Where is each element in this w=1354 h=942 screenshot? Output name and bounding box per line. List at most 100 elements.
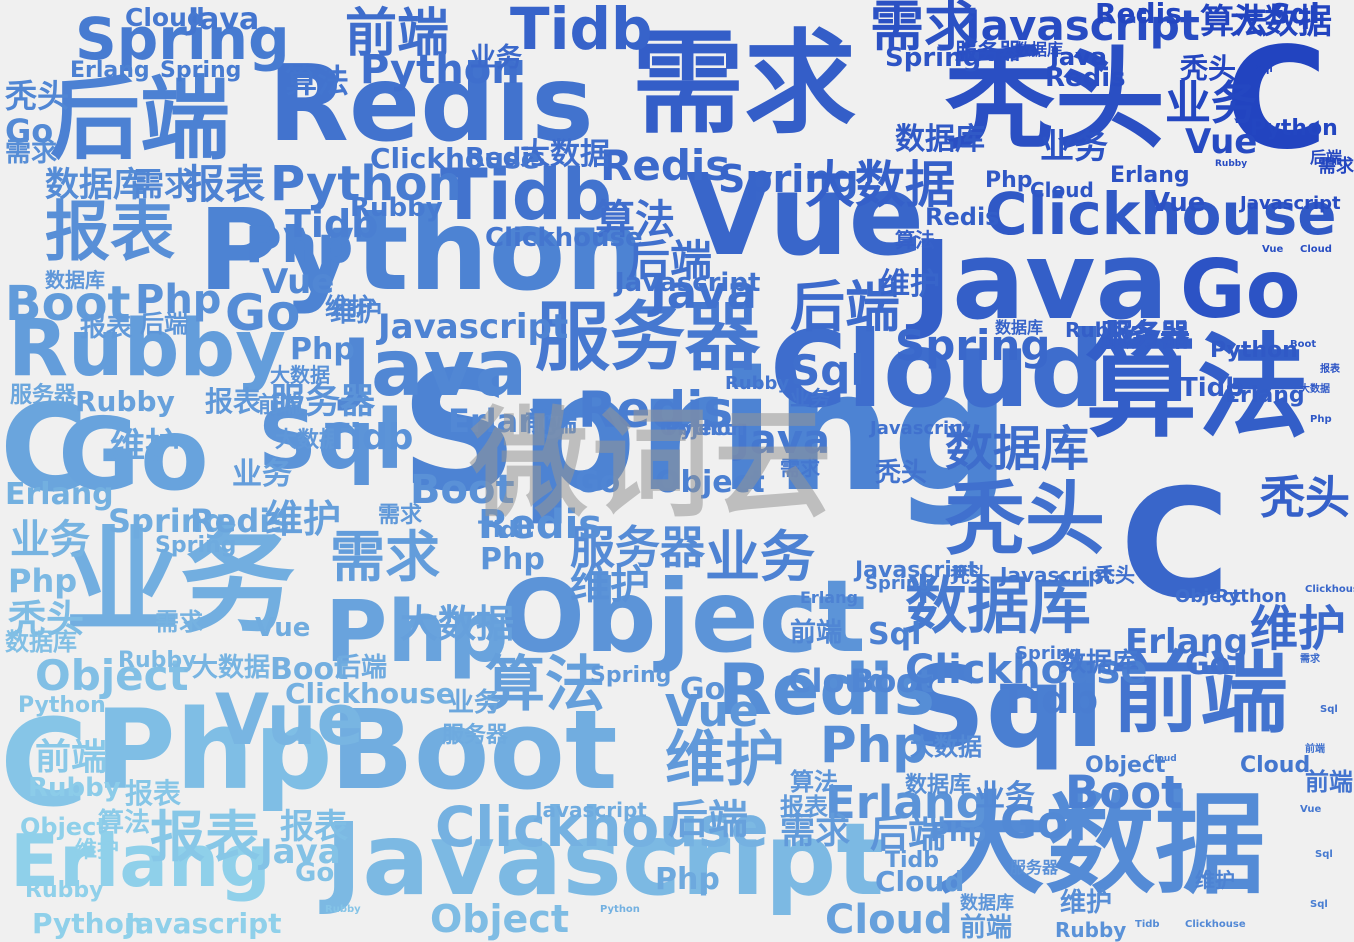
cloud-word: 业务 [705, 525, 816, 589]
cloud-word: Rubby [1065, 318, 1137, 342]
cloud-word: 大数据 [935, 781, 1265, 909]
cloud-word: Php [1310, 414, 1332, 425]
cloud-word: Vue [255, 613, 311, 643]
cloud-word: Python [665, 416, 745, 440]
cloud-word: 大数据 [270, 363, 330, 387]
cloud-word: Cloud [1300, 244, 1332, 255]
cloud-word: Object [655, 465, 765, 500]
cloud-word: 前端 [1112, 642, 1289, 745]
cloud-word: Vue [1185, 122, 1258, 162]
cloud-word: 算法 [98, 808, 151, 838]
cloud-word: Python [600, 904, 640, 915]
cloud-word: Clickhouse [285, 677, 455, 710]
cloud-word: 算法 [285, 62, 350, 100]
cloud-word: 维护 [880, 267, 940, 302]
cloud-word: Php [95, 686, 333, 814]
cloud-word: 需求 [378, 503, 423, 528]
cloud-word: Erlang [5, 477, 114, 512]
cloud-word: Python [18, 693, 106, 718]
cloud-word: 业务 [65, 515, 296, 649]
cloud-word: 业务 [232, 457, 292, 492]
cloud-word: Go [1185, 647, 1231, 682]
cloud-word: 前端 [35, 737, 108, 778]
cloud-word: 报表 [780, 793, 828, 821]
cloud-word: 大数据 [1300, 384, 1330, 395]
cloud-word: Python [1215, 586, 1287, 607]
cloud-word: Spring [155, 533, 237, 558]
cloud-word: Sql [1270, 0, 1320, 30]
cloud-word: 报表 [280, 807, 348, 847]
cloud-word: 维护 [265, 497, 342, 541]
cloud-word: Boot [270, 652, 349, 687]
cloud-word: 后端 [628, 236, 713, 285]
cloud-word: Spring [400, 336, 1011, 528]
cloud-word: Sql [868, 617, 922, 652]
cloud-word: 业务 [975, 779, 1035, 814]
cloud-word: Vue [1262, 244, 1284, 255]
cloud-word: Redis [1045, 63, 1126, 93]
cloud-word: 秃头 [1180, 52, 1237, 85]
cloud-word: Cloud [788, 662, 891, 700]
cloud-word: 数据库 [995, 318, 1044, 337]
cloud-word: 报表 [150, 805, 261, 869]
cloud-word: Php [820, 716, 929, 774]
cloud-word: Rubby [28, 773, 121, 803]
cloud-word: Tidb [1000, 677, 1099, 723]
cloud-word: Go [5, 112, 54, 150]
cloud-word: Go [575, 465, 621, 500]
cloud-word: Clickhouse [985, 180, 1337, 248]
cloud-word: 业务 [790, 386, 830, 410]
cloud-word: Tidb [885, 848, 940, 873]
cloud-word: Go [58, 396, 209, 513]
cloud-word: Boot [1065, 766, 1183, 819]
cloud-word: Sql [258, 393, 404, 488]
cloud-word: Redis [190, 502, 290, 540]
cloud-word: 后端 [1310, 148, 1343, 167]
cloud-word: 维护 [110, 427, 181, 467]
cloud-word: 数据库 [45, 165, 147, 205]
cloud-word: Clickhouse [1185, 919, 1246, 930]
cloud-word: 数据库 [905, 773, 972, 798]
cloud-word: Vue [1150, 188, 1206, 218]
cloud-word: Cloud [825, 897, 953, 942]
cloud-word: Java [188, 2, 260, 37]
cloud-word: 大数据 [520, 137, 610, 172]
cloud-word: Sql [790, 346, 865, 395]
cloud-word: Javascript [965, 1, 1200, 50]
cloud-word: Java [650, 266, 757, 319]
cloud-word: 后端 [50, 67, 230, 172]
cloud-word: 数据库 [895, 122, 985, 157]
cloud-word: Cloud [1030, 178, 1094, 202]
cloud-word: 业务 [470, 43, 523, 73]
cloud-word: Object [500, 558, 866, 675]
cloud-word: Boot [410, 467, 515, 513]
cloud-word: Redis [925, 203, 1000, 231]
cloud-word: 后端 [335, 653, 388, 683]
cloud-word: Vue [215, 679, 364, 761]
cloud-word: Go [295, 858, 335, 888]
cloud-word: 数据库 [905, 569, 1092, 642]
cloud-word: Php [985, 168, 1033, 193]
cloud-word: 服务器 [1100, 319, 1190, 354]
cloud-word: Rubby [1215, 159, 1248, 169]
cloud-word: Go [1000, 796, 1068, 849]
cloud-word: Boot [330, 686, 618, 814]
cloud-word: Sql [1320, 704, 1338, 715]
cloud-word: Redis [578, 381, 734, 439]
cloud-word: Clickhouse [1305, 584, 1354, 595]
cloud-word: Object [35, 651, 189, 700]
cloud-word: Object [1085, 753, 1166, 778]
cloud-word: Spring [590, 663, 672, 688]
cloud-word: 大数据 [275, 428, 342, 453]
cloud-word: 大数据 [805, 156, 955, 214]
cloud-word: Rubby [350, 193, 443, 223]
cloud-word: 维护 [325, 293, 373, 321]
cloud-word: 秃头 [5, 77, 70, 115]
cloud-word: 算法 [1200, 2, 1268, 42]
cloud-word: 算法 [485, 650, 605, 720]
cloud-word: Redis [268, 43, 594, 165]
cloud-word: Rubby [1055, 918, 1127, 942]
cloud-word: 报表 [80, 313, 133, 343]
cloud-word: Javascript [615, 268, 761, 298]
